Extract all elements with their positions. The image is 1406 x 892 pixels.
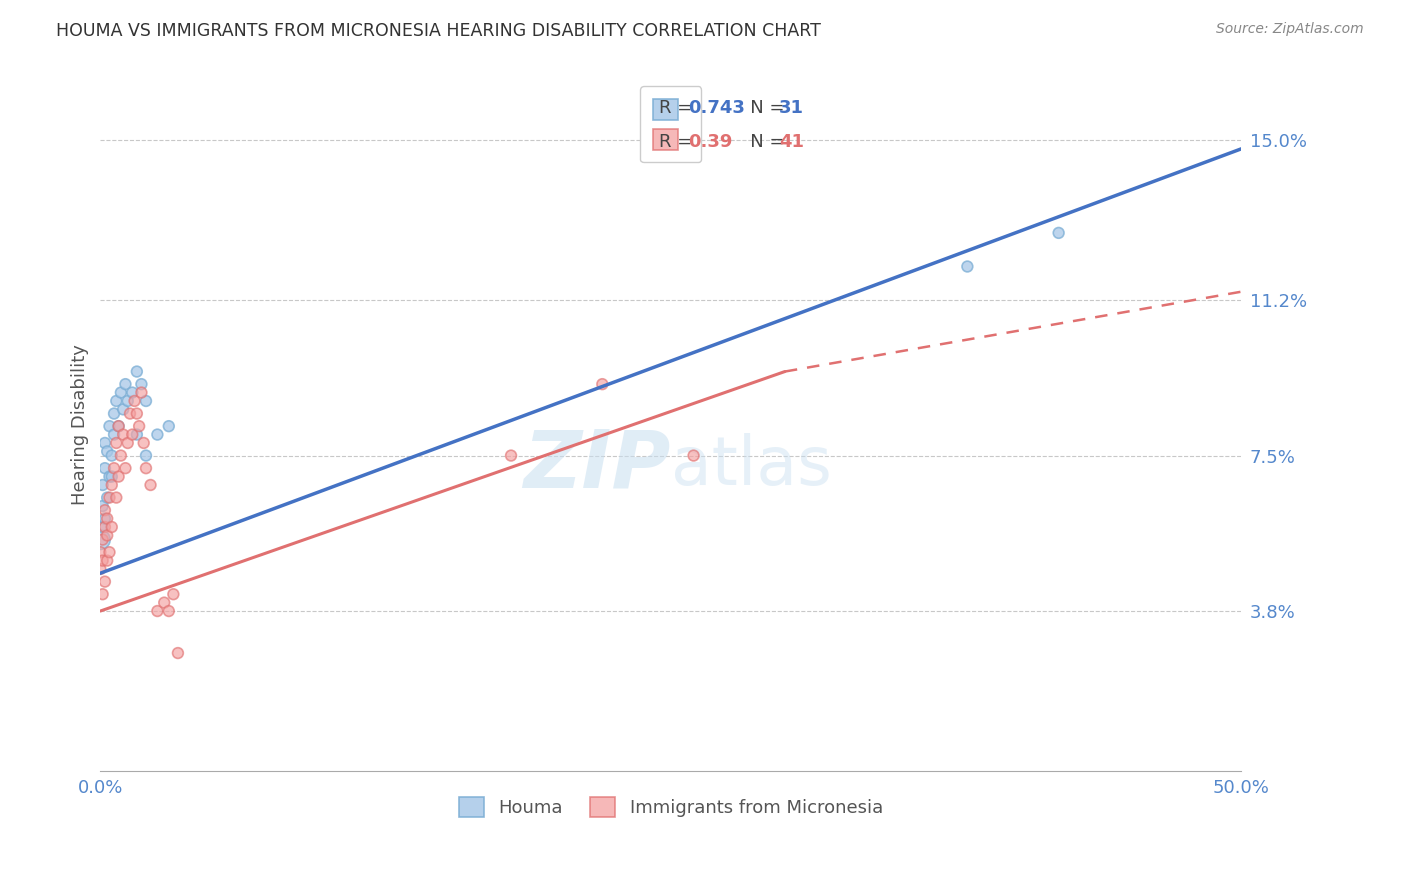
Point [118,407,141,421]
Point [89,545,111,559]
Point [124,394,146,409]
Point [98,469,121,483]
Point [107,419,129,434]
Point [146,427,169,442]
Point [98,419,121,434]
Point [103,407,125,421]
Point [128,419,150,434]
Point [125,427,148,442]
Text: R =: R = [659,133,699,151]
Point [157,419,180,434]
Text: N =: N = [734,99,790,117]
Text: N =: N = [734,133,790,151]
Point [114,461,136,475]
Text: 41: 41 [779,133,804,151]
Point [89,562,111,576]
Point [94,520,117,534]
Point [91,520,114,534]
Point [96,553,118,567]
Point [125,365,148,379]
Point [157,604,180,618]
Point [91,587,114,601]
Point [91,478,114,492]
Point [110,449,132,463]
Y-axis label: Hearing Disability: Hearing Disability [72,343,89,505]
Legend: Houma, Immigrants from Micronesia: Houma, Immigrants from Micronesia [451,789,890,824]
Point [100,449,122,463]
Point [94,511,117,525]
Text: Source: ZipAtlas.com: Source: ZipAtlas.com [1216,22,1364,37]
Point [110,385,132,400]
Point [117,394,139,409]
Point [98,545,121,559]
Point [1047,226,1070,240]
Point [103,427,125,442]
Point [96,491,118,505]
Point [96,511,118,525]
Point [956,260,979,274]
Point [499,449,522,463]
Point [135,394,157,409]
Point [114,377,136,392]
Point [100,469,122,483]
Point [105,394,128,409]
Point [591,377,613,392]
Point [107,469,129,483]
Point [139,478,162,492]
Text: ZIP: ZIP [523,426,671,505]
Point [167,646,190,660]
Text: 0.743: 0.743 [688,99,745,117]
Point [91,499,114,513]
Text: 0.39: 0.39 [688,133,733,151]
Point [103,461,125,475]
Point [135,461,157,475]
Text: HOUMA VS IMMIGRANTS FROM MICRONESIA HEARING DISABILITY CORRELATION CHART: HOUMA VS IMMIGRANTS FROM MICRONESIA HEAR… [56,22,821,40]
Point [112,402,135,417]
Point [94,436,117,450]
Point [135,449,157,463]
Point [91,553,114,567]
Point [146,604,169,618]
Point [91,533,114,547]
Point [98,491,121,505]
Point [153,596,176,610]
Point [100,478,122,492]
Point [107,419,129,434]
Point [117,436,139,450]
Text: 31: 31 [779,99,804,117]
Point [132,436,155,450]
Text: atlas: atlas [671,433,831,499]
Point [100,520,122,534]
Point [121,385,143,400]
Point [94,461,117,475]
Point [94,574,117,589]
Point [131,377,153,392]
Point [105,436,128,450]
Point [121,427,143,442]
Text: R =: R = [659,99,699,117]
Point [96,528,118,542]
Point [112,427,135,442]
Point [162,587,184,601]
Point [105,491,128,505]
Point [682,449,704,463]
Point [131,385,153,400]
Point [94,503,117,517]
Point [125,407,148,421]
Point [89,533,111,547]
Point [96,444,118,458]
